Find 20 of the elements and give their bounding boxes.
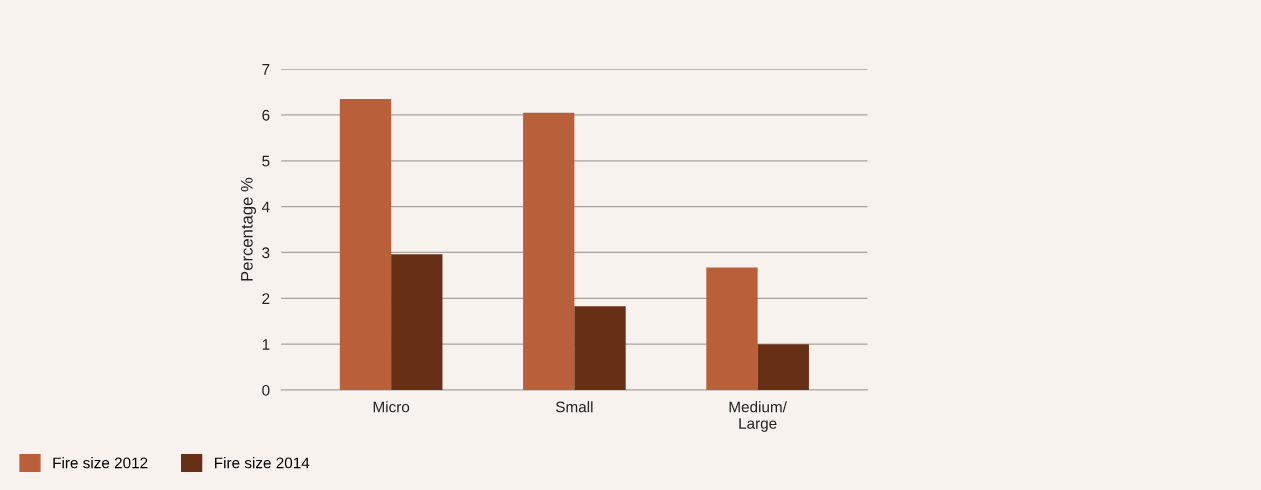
y-tick-label: 4 <box>261 201 270 213</box>
bar <box>339 98 392 391</box>
bar <box>574 306 626 391</box>
y-tick-label: 1 <box>262 339 270 350</box>
y-tick-label: 2 <box>262 293 270 304</box>
legend-label: Fire size 2014 <box>215 457 310 469</box>
y-axis-title: Percentage % <box>241 177 257 281</box>
bar <box>523 112 575 391</box>
x-tick-label: Medium/ Large <box>729 401 787 432</box>
y-tick-label: 5 <box>262 155 270 167</box>
y-tick-label: 7 <box>262 64 270 75</box>
y-tick-label: 3 <box>262 247 270 259</box>
y-tick-label: 6 <box>262 109 270 121</box>
y-tick-label: 0 <box>262 384 270 396</box>
x-tick-label: Small <box>555 401 593 413</box>
bar <box>706 267 758 391</box>
x-tick-label: Micro <box>373 401 410 413</box>
legend-label: Fire size 2012 <box>53 457 148 469</box>
bar <box>757 344 809 391</box>
bar <box>391 254 443 391</box>
